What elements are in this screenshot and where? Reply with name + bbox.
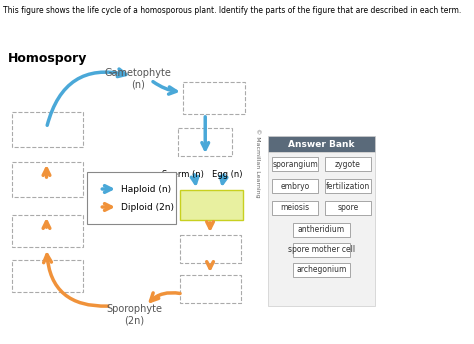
Text: archegonium: archegonium xyxy=(296,266,346,275)
Text: sporangium: sporangium xyxy=(272,160,318,169)
Bar xyxy=(272,179,318,193)
Text: This figure shows the life cycle of a homosporous plant. Identify the parts of t: This figure shows the life cycle of a ho… xyxy=(3,6,462,15)
Text: Sperm (n): Sperm (n) xyxy=(162,170,204,179)
Bar xyxy=(12,215,82,247)
Bar xyxy=(12,162,82,197)
Text: fertilization: fertilization xyxy=(326,182,370,191)
Bar xyxy=(181,235,240,263)
Bar xyxy=(181,190,243,220)
Text: Gametophyte
(n): Gametophyte (n) xyxy=(104,68,171,89)
Bar xyxy=(12,260,82,292)
Bar xyxy=(268,136,375,152)
Bar xyxy=(325,157,371,171)
Bar xyxy=(12,112,82,147)
Text: Haploid (n): Haploid (n) xyxy=(121,184,171,194)
Text: Egg (n): Egg (n) xyxy=(212,170,243,179)
Text: Diploid (2n): Diploid (2n) xyxy=(121,203,174,212)
Bar xyxy=(181,275,240,303)
Text: zygote: zygote xyxy=(335,160,361,169)
Bar xyxy=(178,128,232,156)
Bar xyxy=(325,179,371,193)
Text: antheridium: antheridium xyxy=(298,226,345,235)
Text: embryo: embryo xyxy=(281,182,310,191)
Bar xyxy=(325,201,371,215)
Bar xyxy=(292,223,350,237)
Bar xyxy=(292,263,350,277)
Text: Answer Bank: Answer Bank xyxy=(288,140,355,149)
Bar xyxy=(272,157,318,171)
Bar xyxy=(87,172,176,224)
Text: spore: spore xyxy=(337,204,358,213)
Bar xyxy=(268,152,375,306)
Text: © Macmillan Learning: © Macmillan Learning xyxy=(255,128,261,197)
Text: Sporophyte
(2n): Sporophyte (2n) xyxy=(107,304,163,326)
Bar xyxy=(183,82,246,114)
Text: Homospory: Homospory xyxy=(8,52,87,65)
Bar xyxy=(272,201,318,215)
Text: meiosis: meiosis xyxy=(281,204,310,213)
Bar xyxy=(292,243,350,257)
Text: spore mother cell: spore mother cell xyxy=(288,246,355,255)
